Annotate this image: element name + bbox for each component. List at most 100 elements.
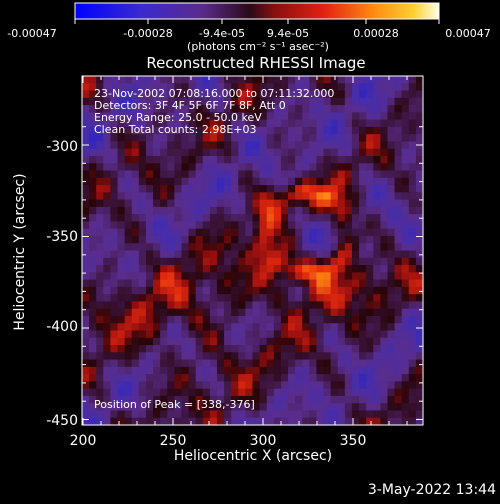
image-pixel (138, 192, 147, 201)
image-pixel (153, 170, 161, 179)
image-pixel (96, 105, 104, 113)
image-pixel (280, 308, 289, 317)
image-pixel (302, 148, 310, 157)
image-pixel (273, 410, 282, 419)
image-pixel (252, 119, 261, 128)
image-pixel (351, 403, 360, 412)
image-pixel (209, 272, 218, 281)
image-pixel (89, 76, 97, 84)
image-pixel (202, 199, 211, 208)
image-pixel (394, 374, 403, 382)
image-pixel (82, 90, 90, 99)
image-pixel (89, 112, 97, 121)
image-pixel (408, 388, 417, 397)
image-pixel (302, 177, 310, 186)
image-pixel (82, 155, 90, 164)
image-pixel (117, 294, 126, 302)
image-pixel (153, 301, 161, 310)
image-pixel (387, 243, 396, 252)
image-pixel (366, 395, 374, 404)
image-pixel (323, 388, 332, 397)
image-pixel (288, 330, 296, 339)
image-pixel (252, 76, 261, 84)
image-pixel (245, 374, 254, 382)
image-pixel (209, 330, 218, 339)
image-pixel (96, 323, 104, 332)
image-pixel (387, 97, 396, 106)
image-pixel (224, 76, 232, 84)
image-pixel (351, 374, 360, 382)
image-pixel (401, 417, 410, 426)
image-pixel (309, 148, 318, 157)
image-pixel (266, 177, 275, 186)
image-pixel (330, 272, 339, 281)
image-pixel (351, 243, 360, 252)
image-pixel (359, 403, 367, 412)
image-pixel (302, 294, 310, 302)
image-pixel (145, 403, 154, 412)
image-pixel (188, 112, 197, 121)
image-pixel (373, 148, 381, 157)
image-pixel (138, 163, 147, 172)
info-clean-counts: Clean Total counts: 2.98E+03 (94, 123, 257, 136)
image-pixel (202, 301, 211, 310)
image-pixel (273, 228, 282, 237)
image-pixel (259, 126, 268, 135)
image-pixel (316, 352, 325, 361)
image-pixel (337, 315, 346, 324)
image-pixel (245, 163, 254, 172)
image-pixel (89, 417, 97, 426)
image-pixel (138, 141, 147, 150)
image-pixel (124, 359, 133, 368)
image-pixel (231, 410, 239, 419)
image-pixel (387, 374, 396, 382)
image-pixel (181, 301, 190, 310)
image-pixel (216, 90, 225, 99)
image-pixel (380, 366, 389, 375)
image-pixel (323, 112, 332, 121)
image-pixel (344, 381, 353, 390)
image-pixel (295, 257, 303, 266)
image-pixel (351, 286, 360, 295)
image-pixel (415, 243, 424, 252)
image-pixel (131, 330, 140, 339)
image-pixel (181, 403, 190, 412)
image-pixel (330, 214, 339, 223)
image-pixel (394, 112, 403, 121)
image-pixel (103, 243, 112, 252)
image-pixel (359, 395, 367, 404)
image-pixel (408, 359, 417, 368)
image-pixel (216, 272, 225, 281)
image-pixel (415, 366, 424, 375)
image-pixel (337, 257, 346, 266)
image-pixel (202, 381, 211, 390)
image-pixel (160, 76, 168, 84)
image-pixel (252, 235, 261, 244)
image-pixel (188, 308, 197, 317)
image-pixel (288, 76, 296, 84)
image-pixel (316, 199, 325, 208)
image-pixel (351, 323, 360, 332)
image-pixel (209, 374, 218, 382)
image-pixel (316, 337, 325, 346)
image-pixel (145, 83, 154, 92)
image-pixel (408, 185, 417, 193)
image-pixel (359, 206, 367, 215)
image-pixel (401, 105, 410, 113)
image-pixel (401, 286, 410, 295)
image-pixel (252, 155, 261, 164)
image-pixel (373, 286, 381, 295)
image-pixel (89, 410, 97, 419)
image-pixel (188, 381, 197, 390)
image-pixel (245, 177, 254, 186)
image-pixel (252, 97, 261, 106)
image-pixel (216, 308, 225, 317)
image-pixel (160, 374, 168, 382)
image-pixel (295, 366, 303, 375)
image-pixel (124, 221, 133, 230)
image-pixel (380, 395, 389, 404)
image-pixel (174, 359, 183, 368)
image-pixel (216, 286, 225, 295)
image-pixel (110, 119, 119, 128)
